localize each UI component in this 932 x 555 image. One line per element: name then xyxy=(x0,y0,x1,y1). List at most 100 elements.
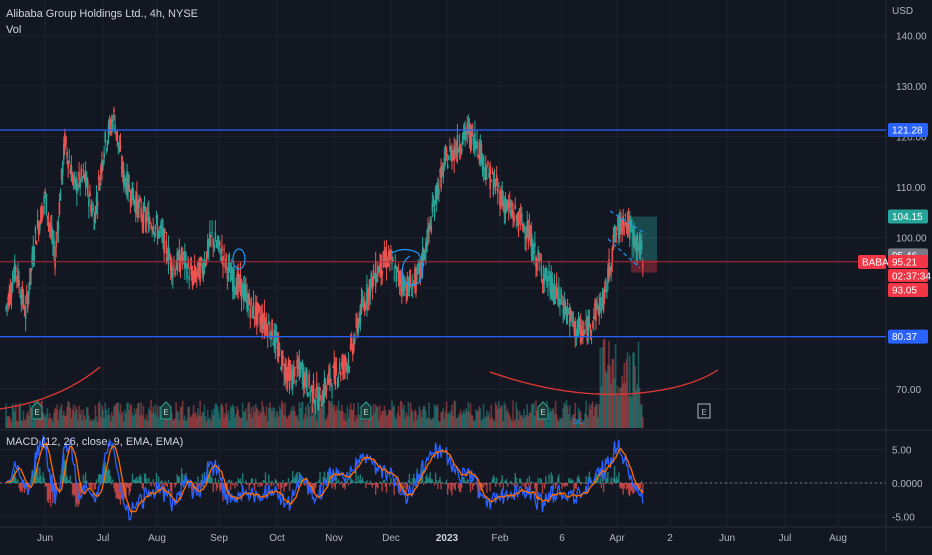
macd-legend[interactable]: MACD (12, 26, close, 9, EMA, EMA) xyxy=(6,436,184,448)
macd-histogram-bar xyxy=(497,483,499,485)
candle-body xyxy=(228,262,231,264)
candle-body xyxy=(519,214,522,220)
volume-bar xyxy=(547,421,549,428)
candle-body xyxy=(528,225,531,240)
macd-histogram-bar xyxy=(622,483,624,495)
volume-bar xyxy=(52,421,54,428)
macd-histogram-bar xyxy=(479,483,482,491)
candle-body xyxy=(506,201,509,208)
volume-bar xyxy=(284,403,286,428)
candle-body xyxy=(543,274,546,283)
candle-body xyxy=(475,141,477,148)
candle-body xyxy=(212,238,214,247)
volume-bar xyxy=(342,411,344,428)
macd-histogram-bar xyxy=(510,480,512,483)
candle-body xyxy=(130,188,133,206)
macd-histogram-bar xyxy=(486,483,488,493)
macd-histogram-bar xyxy=(427,478,429,483)
macd-histogram-bar xyxy=(239,478,242,483)
macd-histogram-bar xyxy=(527,483,530,485)
volume-bar xyxy=(194,412,197,428)
candle-body xyxy=(367,290,369,304)
macd-histogram-bar xyxy=(518,478,521,483)
macd-histogram-bar xyxy=(583,482,585,484)
macd-histogram-bar xyxy=(125,483,127,497)
candle-body xyxy=(427,226,429,234)
candle-body xyxy=(553,283,556,296)
macd-histogram-bar xyxy=(515,477,518,483)
candle-body xyxy=(405,293,407,297)
macd-histogram-bar xyxy=(224,483,226,500)
volume-bar xyxy=(433,404,436,428)
macd-histogram-bar xyxy=(90,483,92,488)
candle-body xyxy=(587,315,590,337)
macd-histogram-bar xyxy=(366,480,368,483)
candle-body xyxy=(362,304,365,308)
candle-body xyxy=(375,279,378,282)
candle-body xyxy=(489,164,491,190)
candle-body xyxy=(98,182,101,191)
volume-bar xyxy=(335,405,338,428)
volume-bar xyxy=(434,405,437,428)
volume-bar xyxy=(288,414,291,428)
volume-bar xyxy=(520,415,523,428)
candle-body xyxy=(537,250,539,259)
macd-histogram-bar xyxy=(601,473,604,483)
macd-histogram-bar xyxy=(560,482,562,484)
candle-body xyxy=(607,267,609,283)
macd-histogram-bar xyxy=(71,483,74,495)
candle-body xyxy=(579,325,582,343)
price-badge xyxy=(888,283,928,297)
macd-histogram-bar xyxy=(330,480,332,483)
candle-body xyxy=(202,269,205,276)
volume-bar xyxy=(176,410,179,428)
candle-body xyxy=(122,169,125,186)
macd-histogram-bar xyxy=(534,483,536,489)
volume-bar xyxy=(455,418,458,428)
macd-histogram-bar xyxy=(130,483,133,487)
volume-bar xyxy=(465,408,467,428)
macd-histogram-bar xyxy=(148,477,150,483)
candle-body xyxy=(468,126,471,139)
macd-histogram-bar xyxy=(439,476,441,483)
volume-bar xyxy=(166,419,169,428)
candle-body xyxy=(559,299,561,305)
candle-body xyxy=(336,382,339,384)
volume-bar xyxy=(498,401,500,428)
candle-body xyxy=(17,268,19,285)
candle-body xyxy=(299,365,302,377)
volume-bar xyxy=(85,407,88,428)
macd-histogram-bar xyxy=(562,483,564,485)
candle-body xyxy=(217,236,220,244)
macd-histogram-bar xyxy=(468,483,471,485)
volume-bar xyxy=(633,352,635,428)
macd-histogram-bar xyxy=(42,472,44,483)
candle-body xyxy=(620,218,622,224)
macd-histogram-bar xyxy=(268,474,270,483)
volume-bar xyxy=(229,405,232,428)
candle-body xyxy=(450,148,452,161)
macd-histogram-bar xyxy=(342,483,344,488)
volume-bar xyxy=(258,415,260,428)
volume-bar xyxy=(254,403,257,428)
volume-bar xyxy=(275,411,278,428)
volume-bar xyxy=(576,421,579,428)
candle-body xyxy=(186,270,188,279)
candle-body xyxy=(618,218,620,239)
volume-bar xyxy=(181,400,184,428)
symbol-legend[interactable]: Alibaba Group Holdings Ltd., 4h, NYSE xyxy=(6,8,199,20)
macd-histogram-bar xyxy=(508,483,510,484)
volume-legend[interactable]: Vol xyxy=(6,24,22,36)
candle-body xyxy=(499,191,501,207)
candle-body xyxy=(28,290,30,296)
volume-bar xyxy=(483,417,486,428)
volume-bar xyxy=(367,415,369,428)
macd-histogram-bar xyxy=(144,473,147,483)
macd-histogram-bar xyxy=(156,481,159,483)
candle-body xyxy=(414,268,416,289)
volume-bar xyxy=(227,410,230,428)
candle-body xyxy=(302,367,305,388)
candle-body xyxy=(278,348,281,351)
